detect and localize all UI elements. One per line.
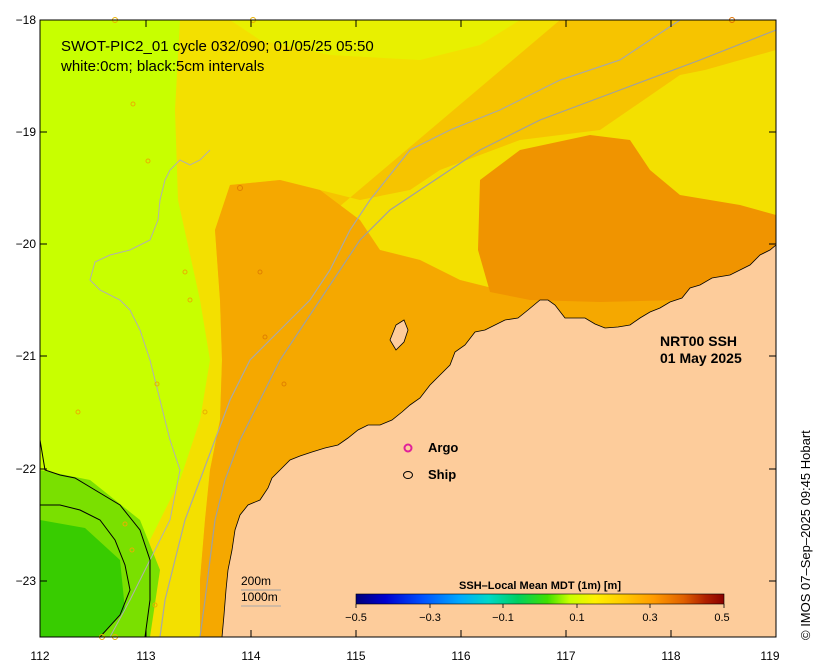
y-tick-20: −20 bbox=[16, 237, 37, 251]
colorbar bbox=[355, 593, 725, 605]
y-tick-18: −18 bbox=[16, 13, 37, 27]
cb-tick-m03: −0.3 bbox=[419, 612, 441, 624]
ssh-deep-green-region bbox=[40, 520, 125, 637]
bathy-1000m-contour bbox=[159, 20, 681, 637]
y-tick-21: −21 bbox=[16, 349, 37, 363]
argo-label: Argo bbox=[428, 440, 458, 455]
x-tick-117: 117 bbox=[556, 649, 575, 663]
cb-tick-01: 0.1 bbox=[569, 612, 584, 624]
bathy-coast-contour bbox=[89, 149, 211, 637]
ssh-yellow-ne bbox=[705, 50, 776, 140]
x-tick-116: 116 bbox=[451, 649, 470, 663]
colorbar-title: SSH–Local Mean MDT (1m) [m] bbox=[459, 580, 621, 592]
axis-ticks bbox=[39, 19, 777, 637]
ship-label: Ship bbox=[428, 467, 456, 482]
ssh-dark-orange-eddy bbox=[478, 135, 776, 302]
bathy-1000m-label: 1000m bbox=[241, 590, 278, 604]
y-tick-23: −23 bbox=[16, 574, 37, 588]
x-tick-118: 118 bbox=[661, 649, 680, 663]
x-tick-114: 114 bbox=[241, 649, 260, 663]
ship-marker-icon bbox=[403, 471, 413, 479]
ssh-contour-black-2 bbox=[40, 439, 151, 637]
argo-marker-icon bbox=[403, 443, 413, 453]
header-line-1: SWOT-PIC2_01 cycle 032/090; 01/05/25 05:… bbox=[61, 38, 374, 55]
credit-label: © IMOS 07–Sep–2025 09:45 Hobart bbox=[798, 430, 813, 640]
y-tick-19: −19 bbox=[16, 125, 37, 139]
colorbar-tick-labels: −0.5 −0.3 −0.1 0.1 0.3 0.5 bbox=[345, 612, 730, 624]
plot-frame bbox=[39, 19, 777, 638]
ssh-contour-black-1 bbox=[40, 504, 131, 637]
cb-tick-m01: −0.1 bbox=[492, 612, 514, 624]
x-tick-112: 112 bbox=[30, 649, 49, 663]
bathy-200m-label: 200m bbox=[241, 574, 271, 588]
cb-tick-m05: −0.5 bbox=[345, 612, 367, 624]
cb-tick-05: 0.5 bbox=[714, 612, 729, 624]
header-line-2: white:0cm; black:5cm intervals bbox=[60, 58, 264, 75]
y-tick-22: −22 bbox=[16, 462, 37, 476]
x-tick-113: 113 bbox=[136, 649, 155, 663]
product-name: NRT00 SSH bbox=[660, 333, 737, 349]
x-tick-115: 115 bbox=[346, 649, 365, 663]
product-date: 01 May 2025 bbox=[660, 350, 742, 366]
colorbar-ticks bbox=[355, 604, 725, 608]
island bbox=[389, 319, 409, 351]
observation-markers bbox=[75, 17, 735, 640]
cb-tick-03: 0.3 bbox=[642, 612, 657, 624]
land-mass bbox=[221, 244, 776, 637]
x-tick-119: 119 bbox=[760, 649, 779, 663]
y-tick-labels: −18 −19 −20 −21 −22 −23 bbox=[16, 13, 37, 588]
bathy-200m-contour bbox=[199, 29, 776, 637]
x-tick-labels: 112 113 114 115 116 117 118 119 bbox=[30, 649, 779, 663]
ssh-yellow-top bbox=[230, 20, 520, 60]
